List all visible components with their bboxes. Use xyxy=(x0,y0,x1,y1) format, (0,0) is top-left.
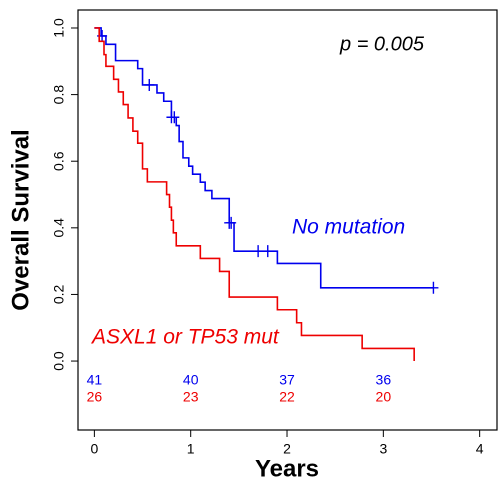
at-risk-count: 26 xyxy=(87,389,103,405)
x-axis-title: Years xyxy=(255,455,319,482)
survival-curve xyxy=(94,27,415,362)
y-tick-label: 0.2 xyxy=(51,284,67,304)
censor-mark xyxy=(428,281,439,294)
y-tick-label: 0.4 xyxy=(51,218,67,238)
y-tick-label: 0.6 xyxy=(51,151,67,171)
at-risk-count: 20 xyxy=(376,389,392,405)
censor-mark xyxy=(262,245,273,258)
censor-mark xyxy=(169,111,180,124)
x-tick-label: 0 xyxy=(90,441,98,457)
at-risk-count: 36 xyxy=(376,372,392,388)
x-tick-label: 1 xyxy=(187,441,195,457)
p-value: p = 0.005 xyxy=(339,33,425,55)
at-risk-count: 37 xyxy=(279,372,295,388)
survival-curve xyxy=(94,27,434,289)
y-tick-label: 0.8 xyxy=(51,85,67,105)
y-tick-label: 0.0 xyxy=(51,351,67,371)
plot-frame xyxy=(77,9,498,431)
at-risk-count: 22 xyxy=(279,389,295,405)
x-tick-label: 2 xyxy=(283,441,291,457)
censor-mark xyxy=(226,216,237,229)
censor-mark xyxy=(253,245,264,258)
x-tick-label: 3 xyxy=(379,441,387,457)
at-risk-count: 40 xyxy=(183,372,199,388)
legend-label: No mutation xyxy=(292,216,405,239)
legend-label: ASXL1 or TP53 mut xyxy=(90,326,280,349)
x-tick-label: 4 xyxy=(476,441,484,457)
y-tick-label: 1.0 xyxy=(51,18,67,38)
at-risk-count: 23 xyxy=(183,389,199,405)
censor-mark xyxy=(144,78,155,91)
y-axis-title: Overall Survival xyxy=(7,129,34,310)
at-risk-count: 41 xyxy=(87,372,103,388)
